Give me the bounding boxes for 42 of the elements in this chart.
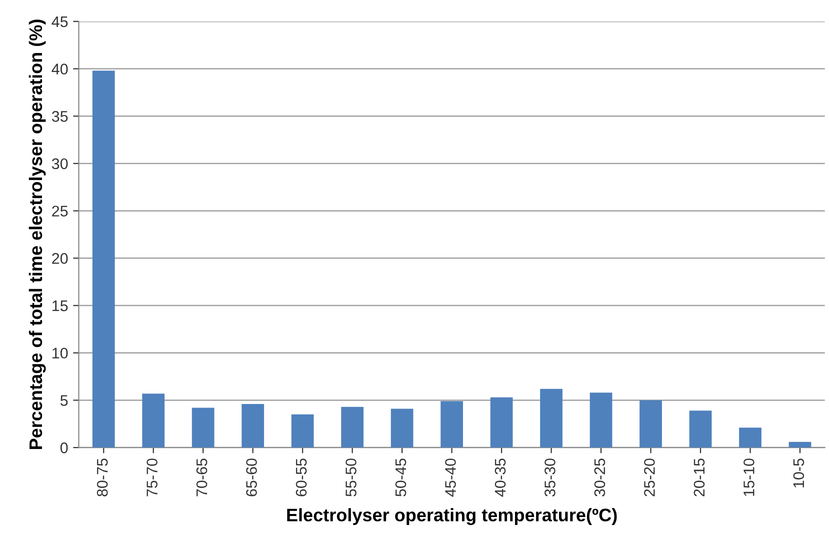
bar [341,406,364,448]
bar [788,442,812,448]
bar [390,408,414,448]
y-tick-label: 40 [52,64,68,74]
x-tick-label: 20-15 [694,458,705,496]
y-tick-label: 15 [52,300,68,312]
bar [689,410,712,448]
x-axis-title: Electrolyser operating temperature(ºC) [287,508,617,526]
y-tick-label: 0 [60,442,68,454]
x-tick-label: 60-55 [296,458,307,496]
x-tick-label: 10-5 [793,458,804,488]
x-tick-label: 45-40 [445,458,456,497]
y-tick-label: 30 [52,158,68,170]
x-tick-label: 50-45 [395,458,406,496]
x-tick-label: 40-35 [494,458,506,497]
y-tick-label: 25 [52,206,68,217]
y-tick-label: 45 [52,16,68,28]
y-tick-label: 20 [52,253,68,264]
bar [92,70,115,448]
bar [590,392,612,448]
bar [540,388,562,448]
y-tick-label: 35 [52,111,68,122]
bar [242,404,264,448]
bar [142,394,165,448]
x-tick-label: 30-25 [594,458,606,496]
bar [291,414,314,448]
x-tick-label: 55-50 [346,458,356,496]
x-tick-label: 70-65 [196,458,208,496]
bar [440,401,463,448]
bar [739,428,762,448]
x-tick-label: 25-20 [644,458,655,496]
bar [192,408,214,448]
y-tick-label: 10 [52,348,68,359]
x-tick-label: 35-30 [544,458,556,496]
y-axis-title: Percentage of total time electrolyser operation (%) [28,20,46,449]
x-tick-label: 65-60 [246,458,257,496]
x-tick-label: 15-10 [744,458,754,496]
bar [640,400,662,448]
x-tick-label: 80-75 [96,458,108,496]
x-tick-label: 75-70 [146,458,158,496]
bar [490,397,513,448]
y-tick-label: 5 [60,395,68,406]
